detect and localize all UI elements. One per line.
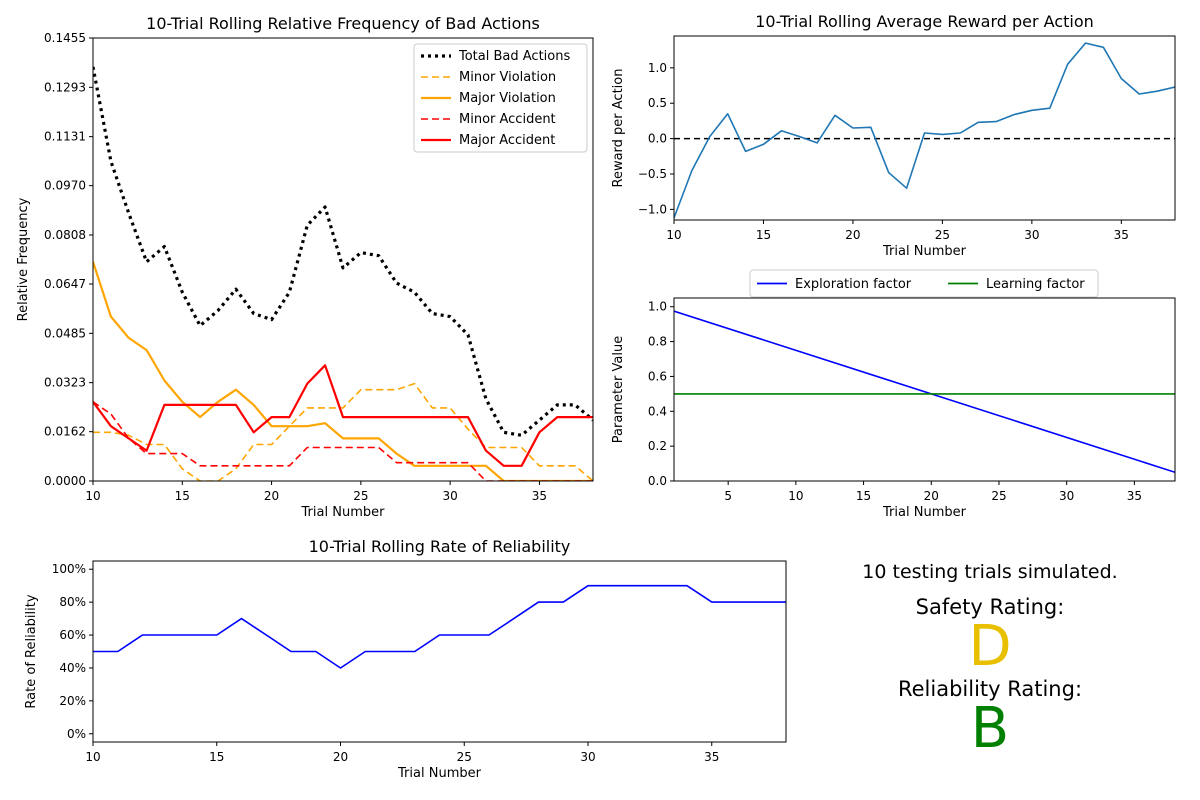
x-tick-label: 25 (935, 228, 950, 242)
series-line-major-accident (93, 364, 593, 467)
y-tick-label: −1.0 (638, 202, 667, 216)
ratings-panel: 10 testing trials simulated. Safety Rati… (830, 555, 1150, 757)
x-tick-label: 20 (845, 228, 860, 242)
legend-label: Minor Accident (459, 112, 556, 127)
x-tick-label: 20 (924, 489, 939, 503)
y-tick-label: 0.1293 (44, 80, 86, 94)
x-tick-label: 35 (532, 489, 547, 503)
plot-frame (673, 297, 1176, 482)
legend-label: Major Accident (459, 133, 555, 148)
legend-label: Exploration factor (795, 277, 912, 292)
y-axis-label: Relative Frequency (16, 197, 31, 321)
x-tick-label: 35 (1127, 489, 1142, 503)
x-tick-label: 30 (580, 750, 595, 764)
x-tick-label: 15 (856, 489, 871, 503)
reliability-rating-grade: B (970, 696, 1010, 761)
plot-frame (92, 37, 594, 482)
x-tick-label: 20 (333, 750, 348, 764)
y-tick-label: 0.4 (648, 404, 667, 418)
y-tick-label: 0.0647 (44, 277, 86, 291)
chart-reward: 10-Trial Rolling Average Reward per Acti… (611, 12, 1176, 259)
x-tick-label: 30 (1024, 228, 1039, 242)
x-tick-label: 10 (85, 750, 100, 764)
y-axis-label: Parameter Value (611, 336, 626, 443)
y-tick-label: 40% (59, 661, 86, 675)
y-tick-label: 1.0 (648, 61, 667, 75)
chart-title: 10-Trial Rolling Relative Frequency of B… (146, 14, 540, 33)
x-axis-label: Trial Number (882, 244, 967, 259)
y-tick-label: 1.0 (648, 300, 667, 314)
plot-frame (673, 35, 1176, 221)
x-tick-label: 10 (788, 489, 803, 503)
safety-rating-label: Safety Rating: (915, 595, 1065, 619)
chart-reliability: 10-Trial Rolling Rate of Reliability 10 15… (24, 537, 787, 781)
chart-title: 10-Trial Rolling Rate of Reliability (309, 537, 571, 556)
x-tick-label: 30 (443, 489, 458, 503)
y-tick-label: 0.0970 (44, 179, 86, 193)
x-tick-label: 35 (1114, 228, 1129, 242)
y-axis-label: Reward per Action (611, 69, 626, 188)
x-tick-label: 30 (1059, 489, 1074, 503)
y-tick-label: 0.0 (648, 132, 667, 146)
y-tick-label: 60% (59, 628, 86, 642)
x-axis-label: Trial Number (882, 505, 967, 520)
series-line-exploration-factor (674, 310, 1175, 474)
x-tick-label: 10 (85, 489, 100, 503)
legend: Total Bad Actions Minor Violation Major Vi… (413, 43, 588, 153)
legend-label: Minor Violation (459, 70, 556, 85)
trials-summary: 10 testing trials simulated. (862, 561, 1118, 583)
legend-label: Total Bad Actions (458, 49, 570, 64)
y-tick-label: 0% (67, 727, 86, 741)
x-tick-label: 35 (704, 750, 719, 764)
series-line-minor-violation (93, 382, 593, 481)
y-tick-label: 0.0000 (44, 474, 86, 488)
y-tick-label: 0.0162 (44, 425, 86, 439)
y-tick-label: −0.5 (638, 167, 667, 181)
legend-box (413, 43, 588, 153)
series-line-total-bad-actions (93, 66, 593, 437)
y-axis-label: Rate of Reliability (24, 594, 39, 708)
y-tick-label: 0.8 (648, 335, 667, 349)
y-tick-label: 0.1131 (44, 130, 86, 144)
y-tick-label: 100% (52, 562, 86, 576)
y-tick-label: 0.5 (648, 96, 667, 110)
x-axis-label: Trial Number (397, 766, 482, 781)
chart-title: 10-Trial Rolling Average Reward per Acti… (755, 12, 1094, 31)
safety-rating-grade: D (968, 614, 1012, 679)
chart-parameters: 5 10 15 20 25 30 35 0.0 0.2 0.4 0.6 0.8 1.0 Trial Num… (611, 269, 1176, 520)
x-tick-label: 25 (457, 750, 472, 764)
series-line-reward (674, 42, 1175, 219)
y-tick-label: 0.0808 (44, 228, 86, 242)
y-tick-label: 0.0323 (44, 376, 86, 390)
x-tick-label: 20 (264, 489, 279, 503)
y-tick-label: 80% (59, 595, 86, 609)
x-tick-label: 15 (209, 750, 224, 764)
y-tick-label: 0.6 (648, 369, 667, 383)
y-tick-label: 0.1455 (44, 31, 86, 45)
series-line-major-violation (93, 261, 593, 481)
legend: Exploration factor Learning factor (749, 269, 1099, 298)
series-line-reliability (93, 584, 786, 669)
legend-label: Learning factor (986, 277, 1085, 292)
y-tick-label: 0.0 (648, 474, 667, 488)
chart-bad-actions: 10-Trial Rolling Relative Frequency of B… (16, 14, 594, 520)
reliability-rating-label: Reliability Rating: (897, 677, 1083, 701)
x-axis-label: Trial Number (301, 505, 386, 520)
x-tick-label: 10 (666, 228, 681, 242)
y-tick-label: 0.2 (648, 439, 667, 453)
legend-label: Major Violation (459, 91, 556, 106)
x-tick-label: 5 (724, 489, 732, 503)
x-tick-label: 25 (991, 489, 1006, 503)
x-tick-label: 15 (756, 228, 771, 242)
y-tick-label: 20% (59, 694, 86, 708)
plot-frame (92, 560, 787, 743)
x-tick-label: 15 (175, 489, 190, 503)
x-tick-label: 25 (353, 489, 368, 503)
y-tick-label: 0.0485 (44, 326, 86, 340)
series-line-minor-accident (93, 401, 593, 481)
legend-box (749, 269, 1099, 298)
